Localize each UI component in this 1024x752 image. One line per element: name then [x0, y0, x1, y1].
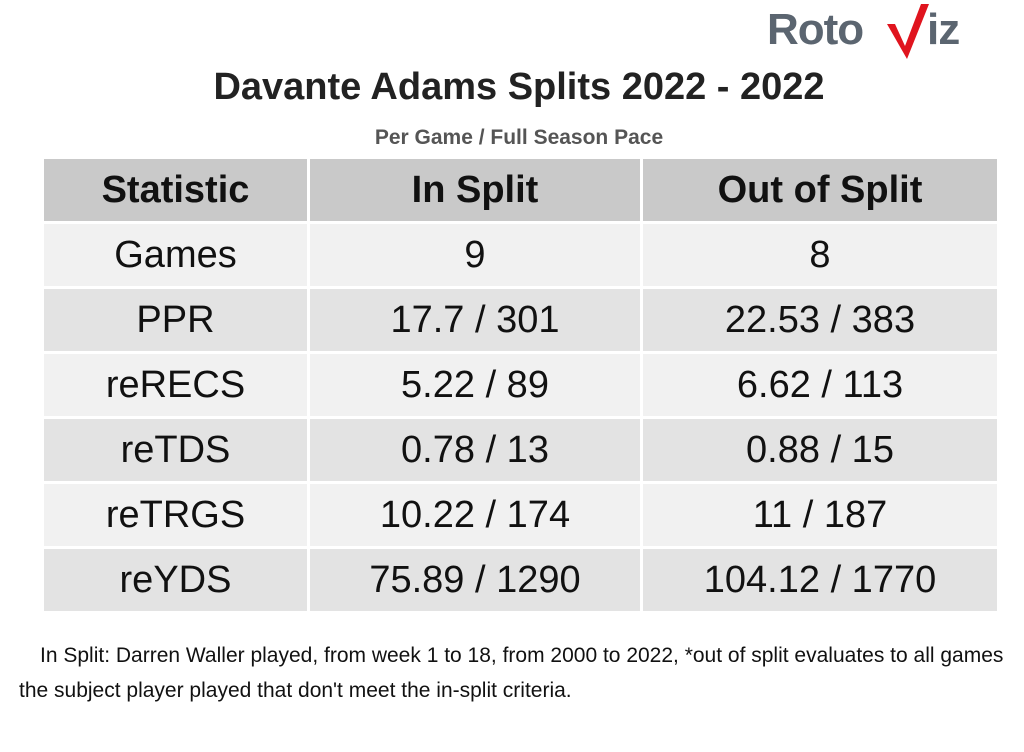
in-split-value: 0.78 / 13 — [307, 416, 643, 484]
stat-name: Games — [41, 221, 310, 289]
splits-table: Statistic In Split Out of Split Games 9 … — [41, 156, 1000, 614]
header-in-split: In Split — [307, 156, 643, 224]
stat-name: PPR — [41, 286, 310, 354]
page-title: Davante Adams Splits 2022 - 2022 — [213, 66, 825, 108]
stat-name: reTDS — [41, 416, 310, 484]
table-row: reYDS 75.89 / 1290 104.12 / 1770 — [41, 546, 1000, 614]
in-split-value: 75.89 / 1290 — [307, 546, 643, 614]
in-split-value: 10.22 / 174 — [307, 481, 643, 549]
header-out-of-split: Out of Split — [640, 156, 1000, 224]
table-row: reTRGS 10.22 / 174 11 / 187 — [41, 481, 1000, 549]
out-of-split-value: 0.88 / 15 — [640, 416, 1000, 484]
table-row: Games 9 8 — [41, 221, 1000, 289]
out-of-split-value: 6.62 / 113 — [640, 351, 1000, 419]
page-subtitle: Per Game / Full Season Pace — [374, 126, 664, 149]
header-statistic: Statistic — [41, 156, 310, 224]
rotoviz-logo: Roto iz — [767, 2, 977, 62]
out-of-split-value: 11 / 187 — [640, 481, 1000, 549]
table-row: reRECS 5.22 / 89 6.62 / 113 — [41, 351, 1000, 419]
out-of-split-value: 22.53 / 383 — [640, 286, 1000, 354]
logo-text-roto: Roto — [767, 5, 864, 54]
out-of-split-value: 8 — [640, 221, 1000, 289]
table-row: reTDS 0.78 / 13 0.88 / 15 — [41, 416, 1000, 484]
in-split-value: 17.7 / 301 — [307, 286, 643, 354]
logo-checkmark-v-icon — [887, 4, 929, 59]
table-row: PPR 17.7 / 301 22.53 / 383 — [41, 286, 1000, 354]
table-header-row: Statistic In Split Out of Split — [41, 156, 1000, 224]
footnote: In Split: Darren Waller played, from wee… — [19, 644, 1004, 702]
in-split-value: 5.22 / 89 — [307, 351, 643, 419]
out-of-split-value: 104.12 / 1770 — [640, 546, 1000, 614]
stat-name: reYDS — [41, 546, 310, 614]
in-split-value: 9 — [307, 221, 643, 289]
stat-name: reTRGS — [41, 481, 310, 549]
logo-text-iz: iz — [927, 5, 960, 54]
stat-name: reRECS — [41, 351, 310, 419]
